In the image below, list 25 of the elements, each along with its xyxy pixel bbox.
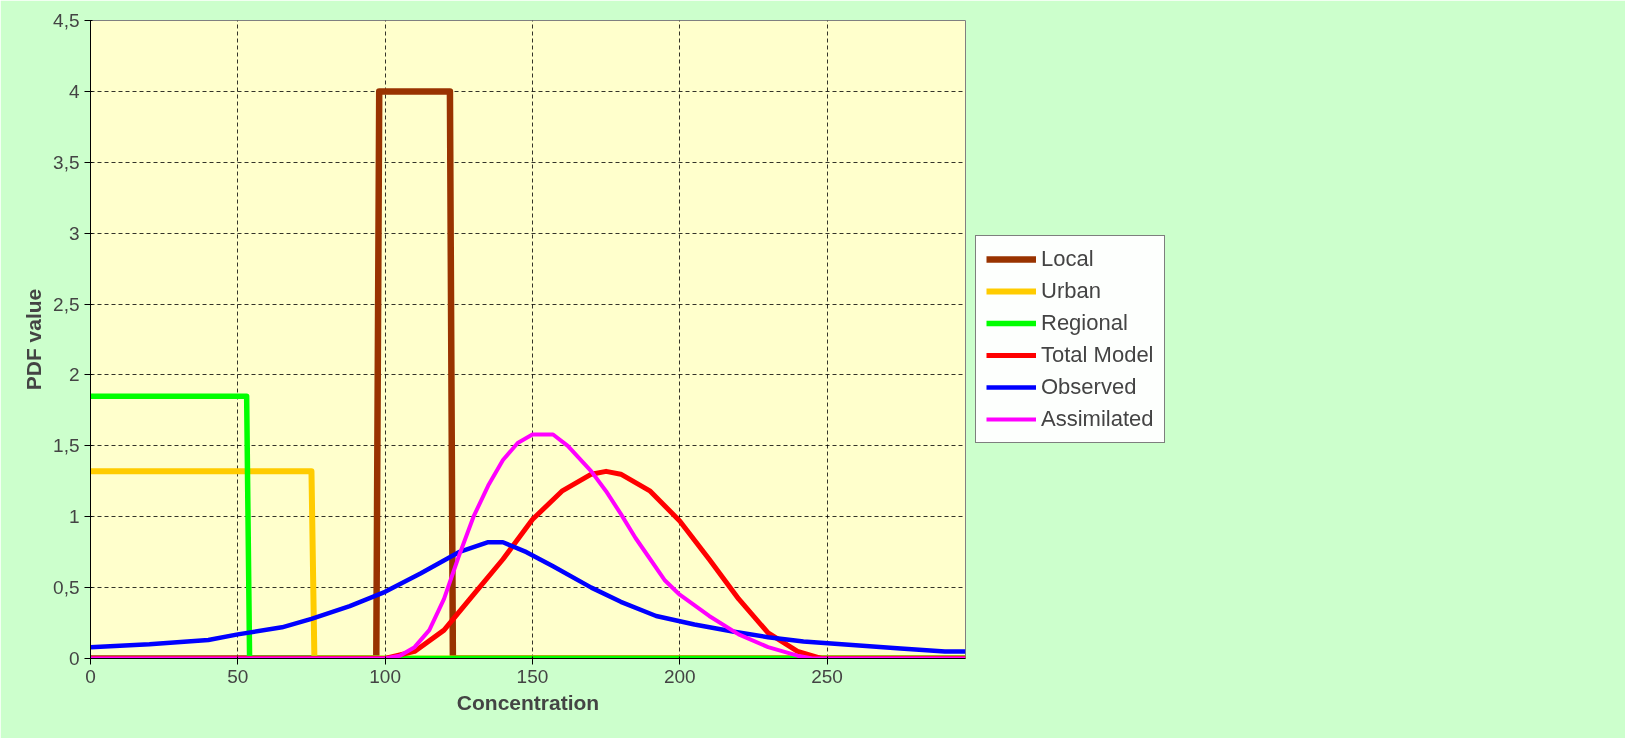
x-tick-label: 200 [663, 665, 696, 687]
y-tick-label: 1,5 [53, 435, 80, 457]
x-tick-label: 250 [811, 665, 843, 687]
y-tick-label: 1 [68, 506, 80, 528]
y-tick-label: 4 [68, 80, 80, 102]
y-axis-title: PDF value [22, 288, 46, 391]
y-tick-label: 3 [68, 222, 80, 244]
line-series [90, 539, 966, 654]
x-tick-label: 50 [227, 665, 249, 687]
x-axis-title: Concentration [456, 690, 600, 714]
x-tick-label: 150 [516, 665, 549, 687]
y-tick-label: 0,5 [53, 577, 80, 599]
legend-label: Observed [1041, 374, 1137, 400]
legend-label: Urban [1041, 278, 1101, 304]
y-tick-label: 3,5 [53, 151, 80, 173]
y-tick-label: 4,5 [53, 10, 80, 31]
y-tick-label: 2 [68, 364, 80, 386]
legend-label: Total Model [1041, 342, 1154, 368]
y-tick-label: 0 [68, 648, 80, 669]
legend-label: Regional [1041, 310, 1128, 336]
legend-label: Assimilated [1041, 406, 1154, 432]
legend-label: Local [1041, 246, 1094, 272]
x-tick-label: 0 [85, 665, 96, 687]
x-tick-label: 100 [369, 665, 401, 687]
y-tick-label: 2,5 [53, 293, 80, 315]
